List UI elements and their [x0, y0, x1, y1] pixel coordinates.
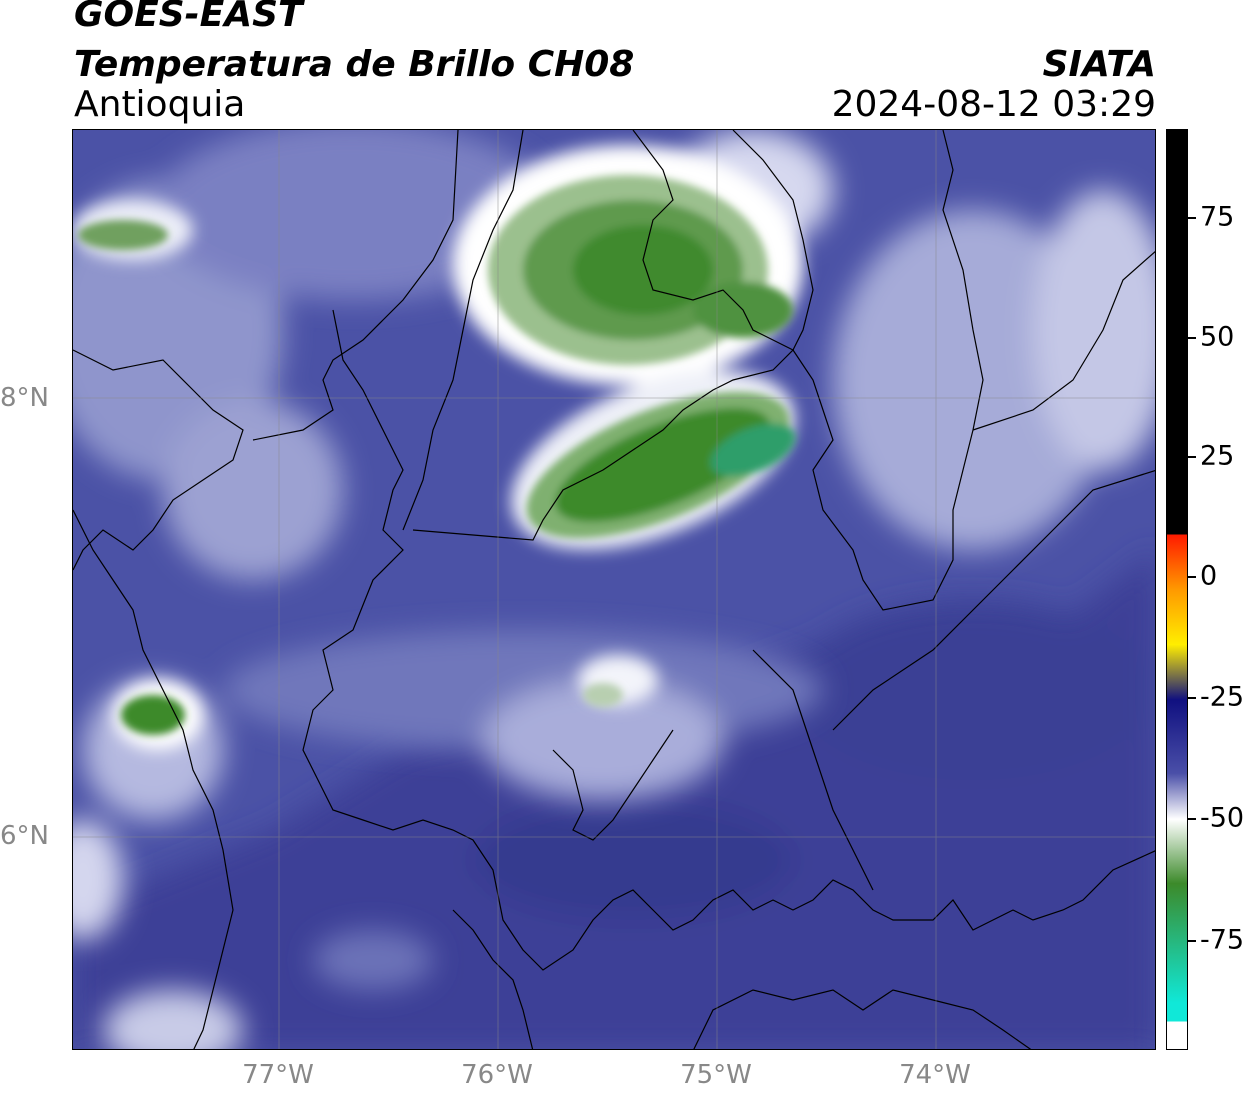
cold-top-layer: [78, 175, 796, 735]
lat-label-8n: 8°N: [0, 383, 49, 413]
border-lines: [73, 130, 1155, 1049]
colorbar-tick: [1188, 456, 1196, 458]
colorbar-label-50: 50: [1200, 321, 1235, 353]
lon-label-77w: 77°W: [242, 1060, 314, 1090]
colorbar-label-minus75: -75: [1200, 924, 1245, 956]
lon-label-75w: 75°W: [680, 1060, 752, 1090]
map-canvas: [73, 130, 1155, 1049]
satellite-title: GOES-EAST: [74, 0, 303, 35]
coastline-west: [73, 349, 244, 571]
satellite-map: [72, 129, 1156, 1050]
colorbar-label-0: 0: [1200, 560, 1218, 592]
colorbar-tick: [1188, 576, 1196, 578]
border-north-1: [402, 130, 524, 531]
organization-label: SIATA: [1042, 44, 1156, 85]
colorbar: [1166, 129, 1188, 1050]
border-south-1: [452, 909, 534, 1049]
lon-label-74w: 74°W: [899, 1060, 971, 1090]
colorbar-label-75: 75: [1200, 201, 1235, 233]
light-cloud-layer: [73, 130, 1155, 1049]
border-central: [552, 729, 674, 841]
product-title: Temperatura de Brillo CH08: [74, 44, 635, 85]
border-antioquia-east: [792, 130, 984, 611]
border-east-2: [832, 469, 1155, 731]
border-antioquia-north: [412, 130, 795, 541]
region-label: Antioquia: [74, 84, 246, 125]
datetime-label: 2024-08-12 03:29: [831, 84, 1156, 125]
colorbar-tick: [1188, 940, 1196, 942]
colorbar-label-minus25: -25: [1200, 681, 1245, 713]
coastline-pacific: [73, 509, 234, 1049]
colorbar-tick: [1188, 818, 1196, 820]
border-east-1: [752, 649, 874, 891]
border-cordoba: [732, 130, 814, 351]
colorbar-tick: [1188, 337, 1196, 339]
border-northeast: [972, 250, 1155, 431]
colorbar-label-25: 25: [1200, 440, 1235, 472]
lon-label-76w: 76°W: [461, 1060, 533, 1090]
lat-label-6n: 6°N: [0, 821, 49, 851]
border-south-2: [693, 989, 1032, 1049]
dark-region-layer: [73, 551, 1155, 1049]
coastline-gulf: [252, 130, 459, 441]
department-border-south: [302, 309, 1155, 971]
colorbar-tick: [1188, 697, 1196, 699]
colorbar-label-minus50: -50: [1200, 802, 1245, 834]
graticule: [73, 130, 1155, 1049]
colorbar-tick: [1188, 217, 1196, 219]
